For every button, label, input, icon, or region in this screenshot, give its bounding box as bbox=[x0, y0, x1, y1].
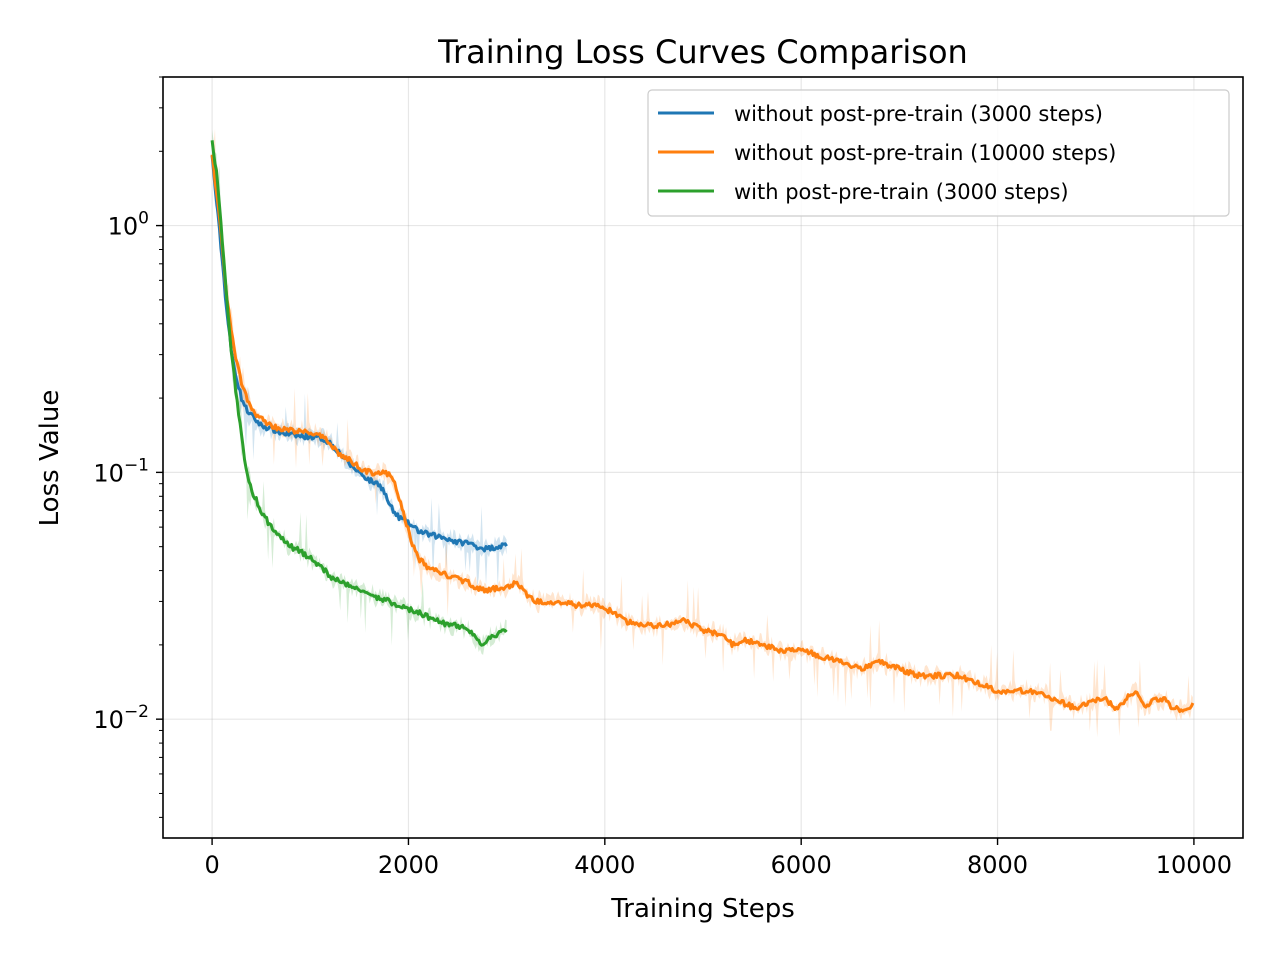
legend-box bbox=[647, 89, 1230, 217]
y-axis-label: Loss Value bbox=[35, 390, 65, 527]
legend: without post-pre-train (3000 steps) witho… bbox=[647, 89, 1230, 217]
tick-layer: 0 2000 4000 6000 8000 10000 100 10−1 10−2 bbox=[93, 76, 1232, 879]
series-1-line bbox=[210, 155, 508, 553]
series-layer bbox=[210, 140, 1195, 713]
x-tick-label: 10000 bbox=[1156, 851, 1232, 879]
x-tick-label: 0 bbox=[204, 851, 219, 879]
y-tick-label: 10−1 bbox=[93, 455, 149, 487]
series-1-band bbox=[212, 145, 507, 590]
x-tick-label: 4000 bbox=[574, 851, 635, 879]
x-tick-label: 6000 bbox=[771, 851, 832, 879]
x-tick-label: 8000 bbox=[967, 851, 1028, 879]
y-tick-label: 10−2 bbox=[93, 702, 149, 734]
x-axis-label: Training Steps bbox=[610, 894, 795, 924]
series-2-band bbox=[212, 128, 1193, 738]
y-tick-label: 100 bbox=[108, 209, 149, 241]
chart-title: Training Loss Curves Comparison bbox=[437, 33, 968, 71]
band-layer bbox=[212, 128, 1193, 738]
series-2-line bbox=[210, 154, 1195, 713]
legend-label-1: without post-pre-train (3000 steps) bbox=[734, 102, 1103, 126]
x-tick-label: 2000 bbox=[378, 851, 439, 879]
plot-frame bbox=[162, 76, 1244, 839]
legend-label-2: without post-pre-train (10000 steps) bbox=[734, 141, 1116, 165]
legend-label-3: with post-pre-train (3000 steps) bbox=[734, 180, 1069, 204]
series-3-line bbox=[210, 140, 508, 647]
